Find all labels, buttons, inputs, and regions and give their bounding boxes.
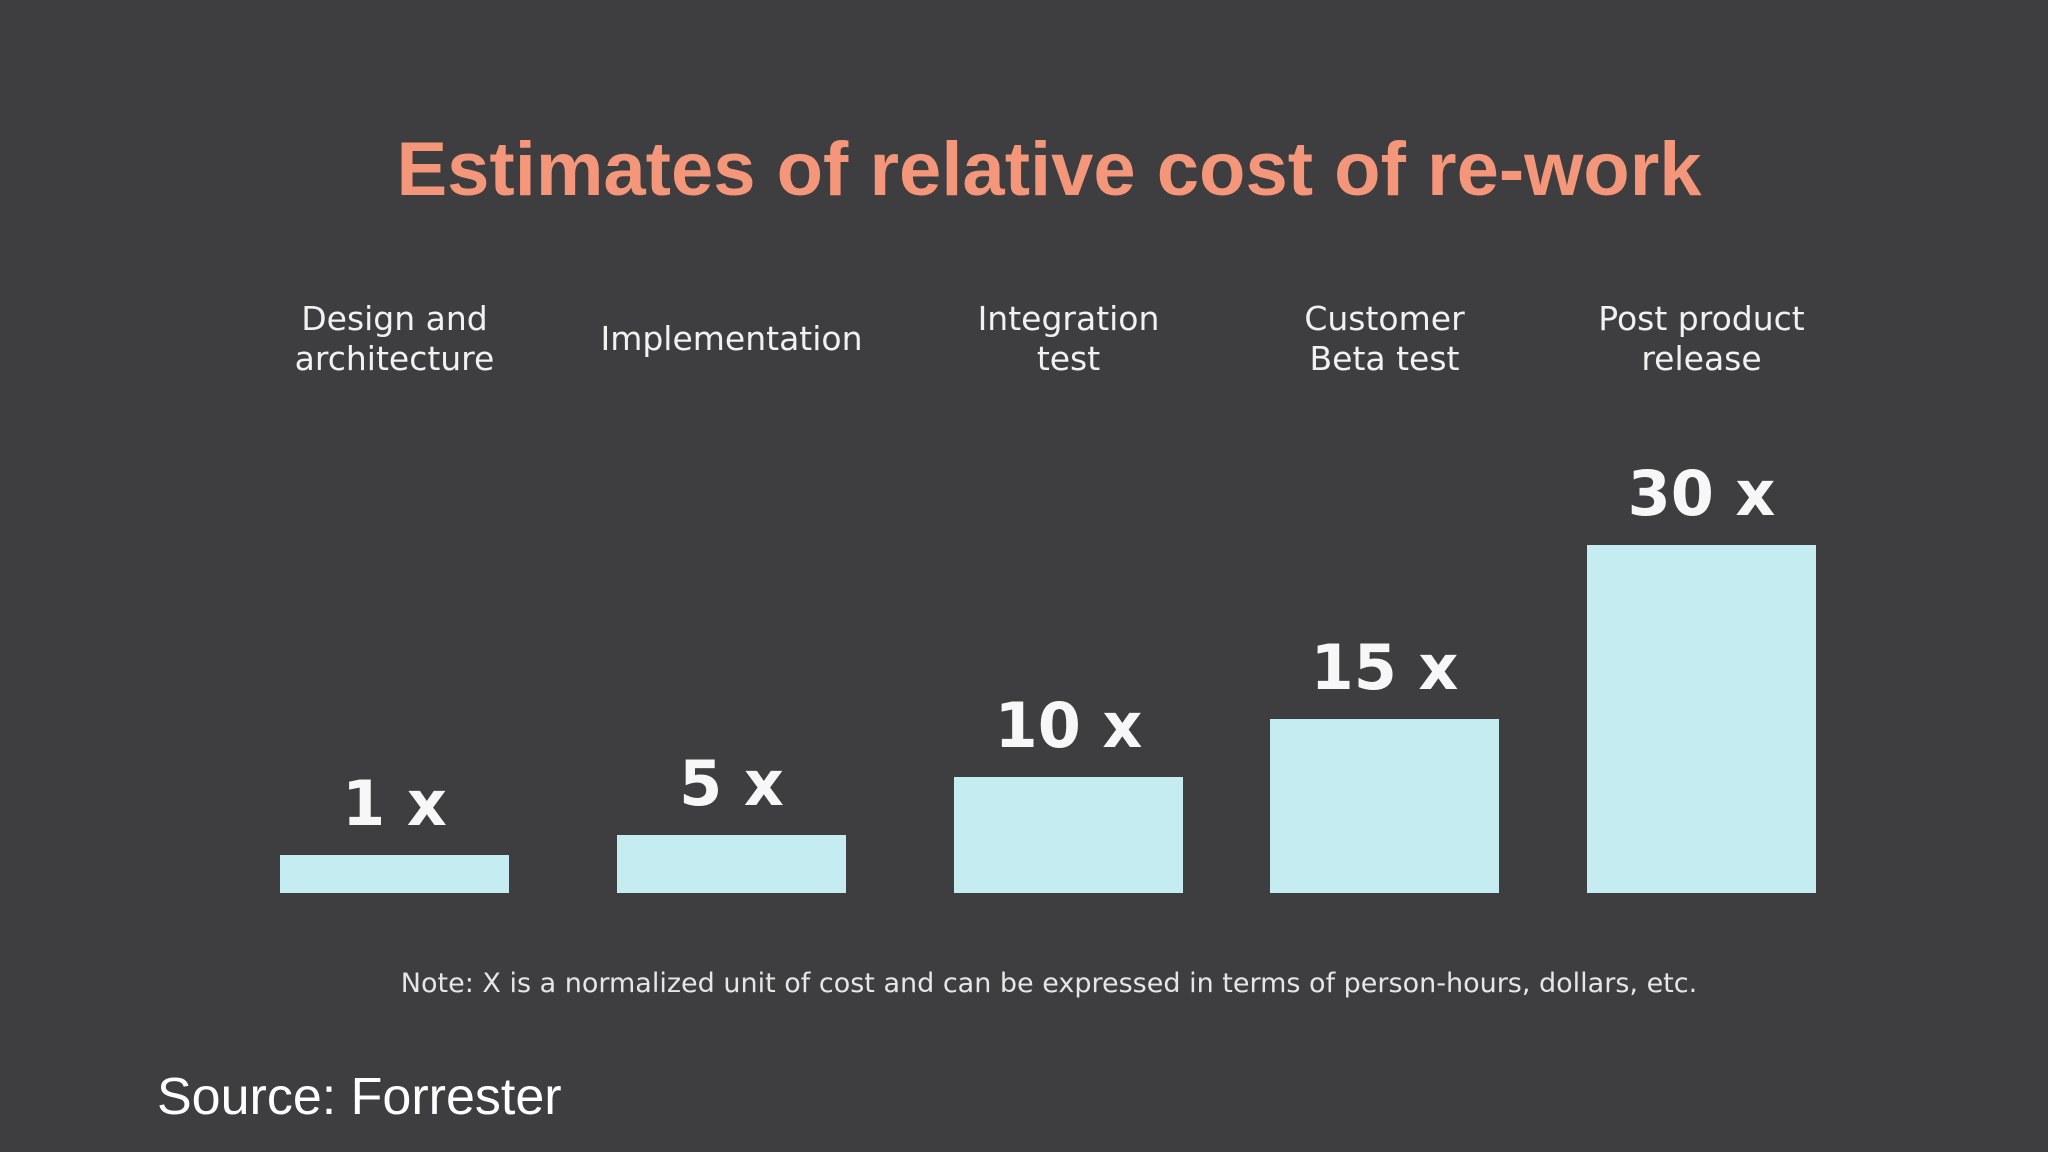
value-label-2: 5 x xyxy=(679,747,784,820)
bar-4 xyxy=(1270,719,1499,893)
category-label-line: release xyxy=(1641,339,1761,378)
source-caption: Source: Forrester xyxy=(157,1068,562,1126)
bar-5 xyxy=(1587,545,1816,893)
category-label-line: architecture xyxy=(295,339,495,378)
chart-note: Note: X is a normalized unit of cost and… xyxy=(400,968,1698,999)
bar-2 xyxy=(617,835,846,893)
category-label-line: Integration xyxy=(978,299,1160,338)
category-label-2: Implementation xyxy=(600,319,862,358)
category-label-1: Design and architecture xyxy=(295,299,495,378)
category-label-line: Design and xyxy=(301,299,488,338)
category-label-line: Implementation xyxy=(600,319,862,358)
category-label-line: Post product xyxy=(1598,299,1805,338)
category-label-line: Beta test xyxy=(1310,339,1460,378)
chart-title: Estimates of relative cost of re-work xyxy=(396,127,1702,212)
category-label-line: Customer xyxy=(1304,299,1465,338)
value-label-3: 10 x xyxy=(995,689,1143,762)
value-label-5: 30 x xyxy=(1628,457,1776,530)
category-label-3: Integration test xyxy=(978,299,1160,378)
category-label-4: Customer Beta test xyxy=(1304,299,1465,378)
value-label-4: 15 x xyxy=(1311,631,1459,704)
bar-3 xyxy=(954,777,1183,893)
category-label-5: Post product release xyxy=(1598,299,1805,378)
bar-1 xyxy=(280,855,509,893)
category-label-line: test xyxy=(1037,339,1100,378)
value-label-1: 1 x xyxy=(342,767,447,840)
